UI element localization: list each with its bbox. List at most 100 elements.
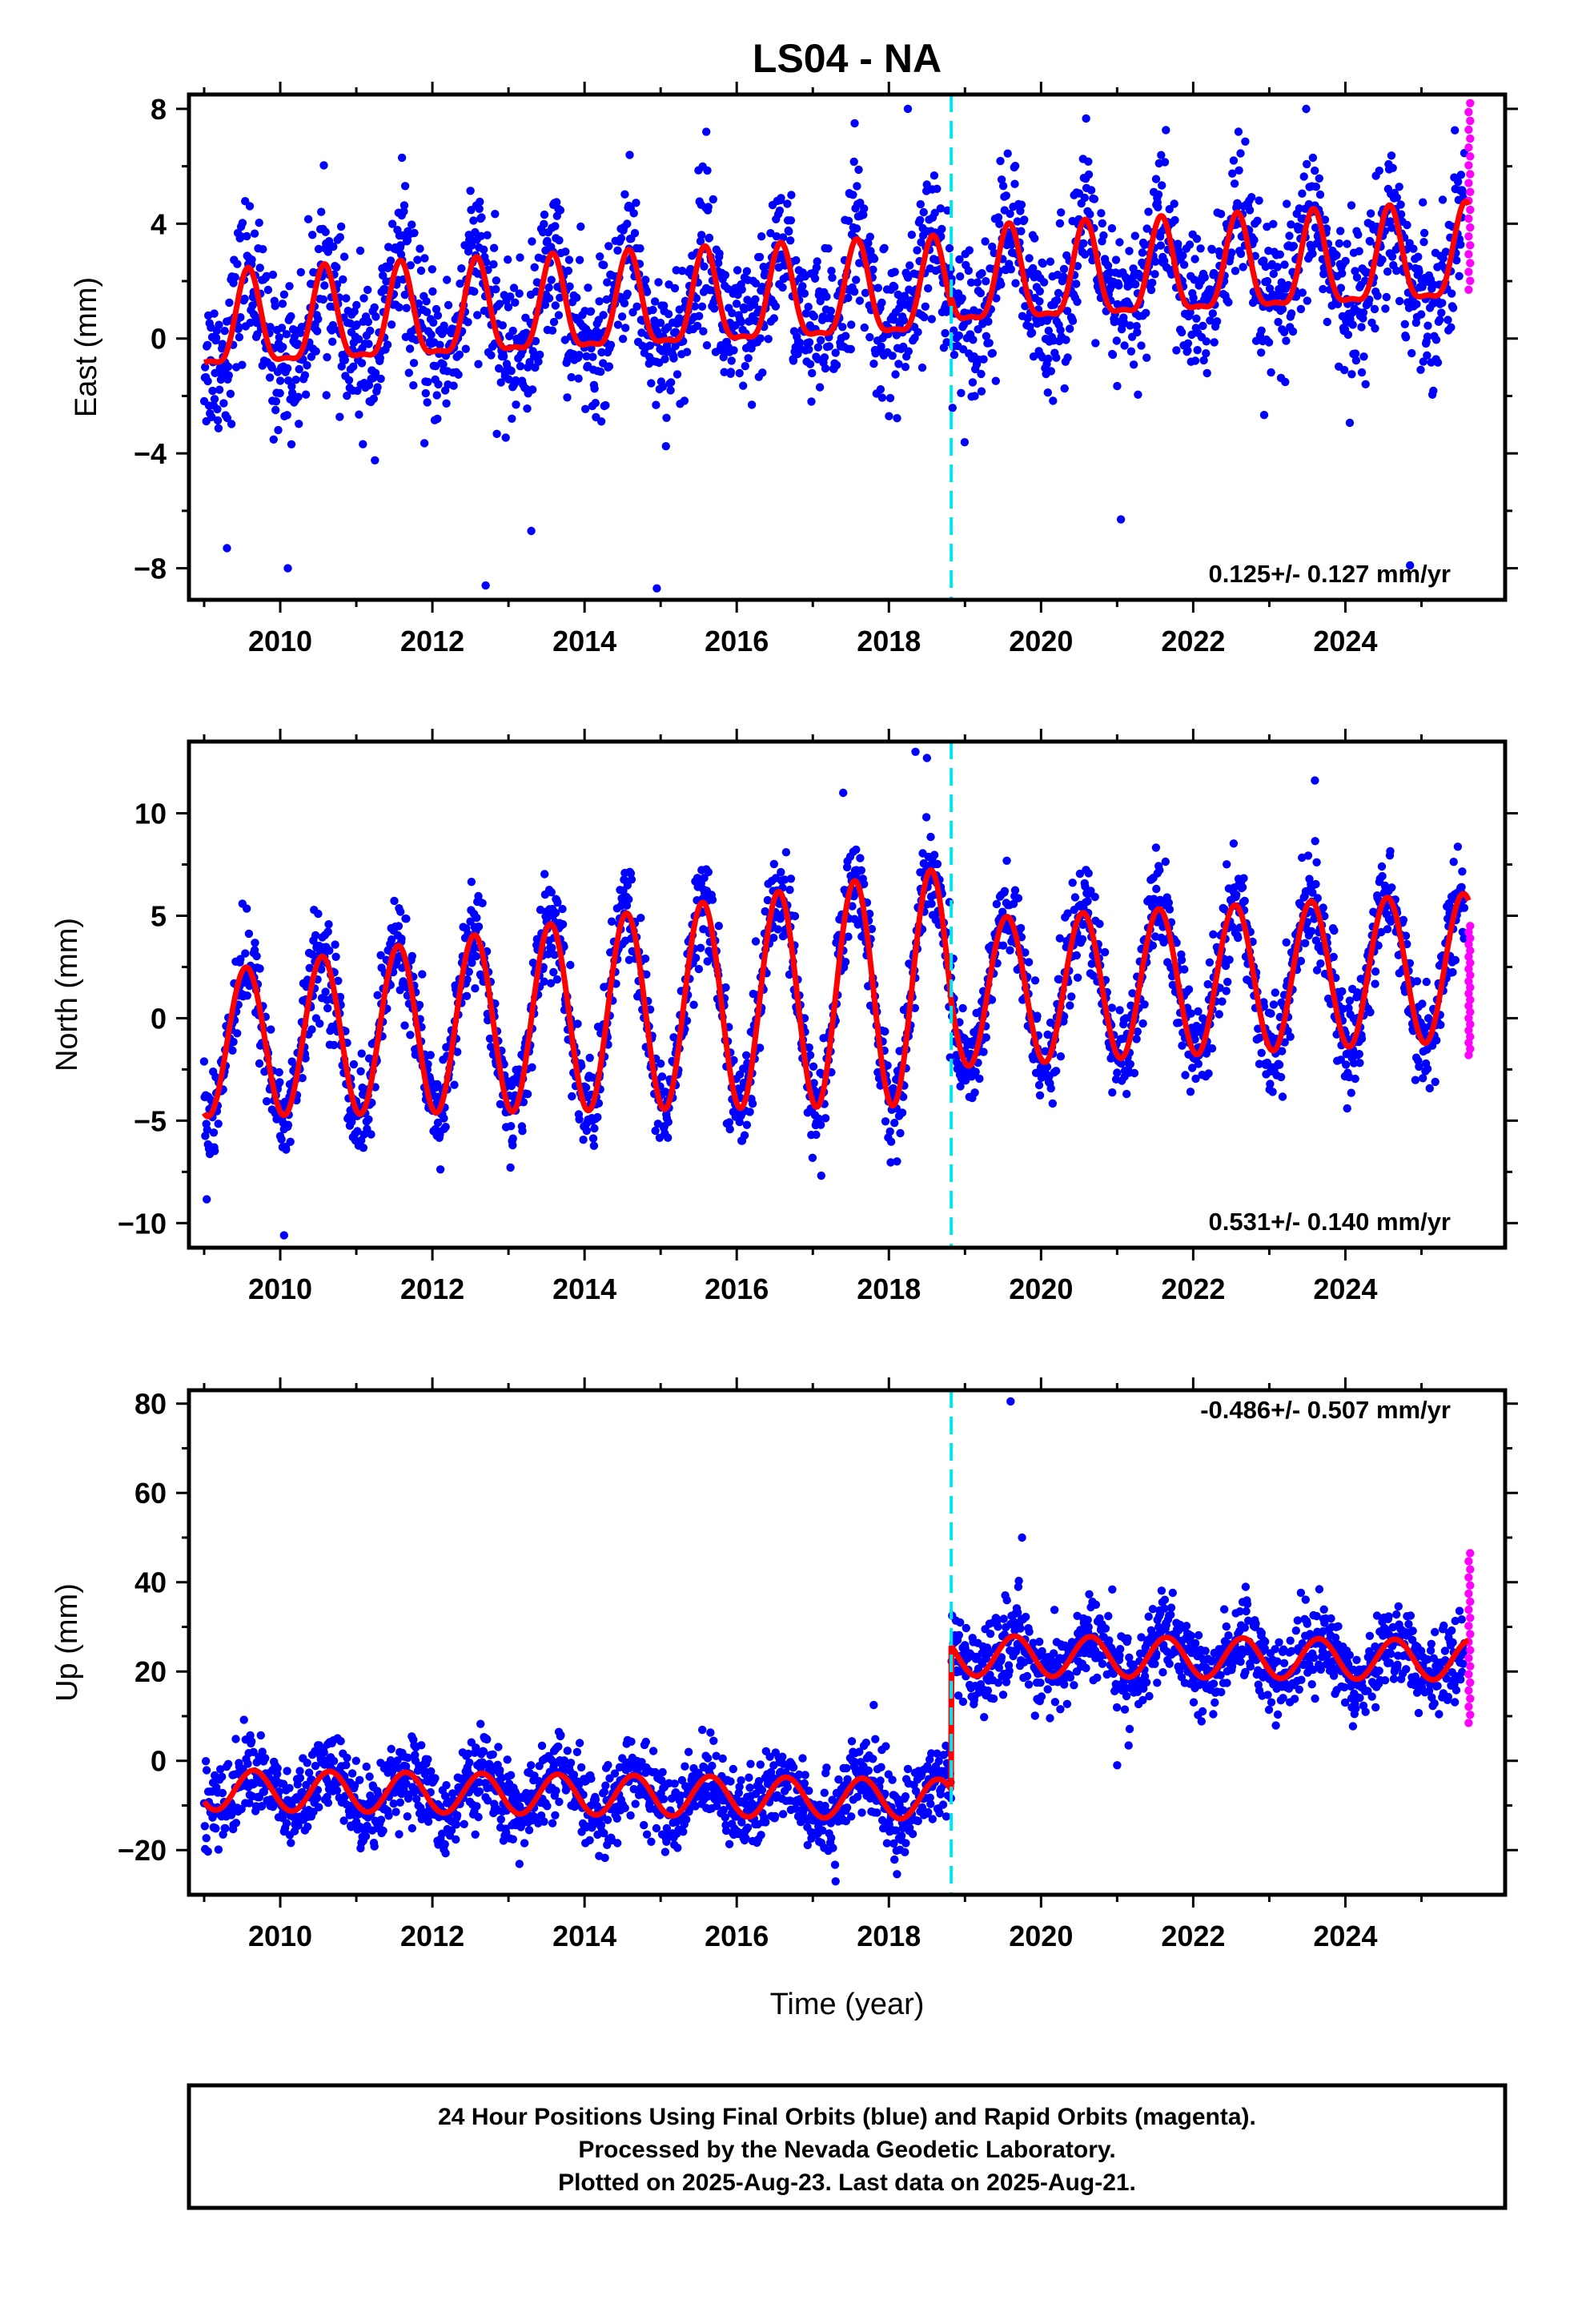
final-orbit-point <box>988 348 998 358</box>
final-orbit-point <box>821 364 830 373</box>
final-orbit-point <box>551 301 560 310</box>
final-orbit-point <box>654 278 663 287</box>
final-orbit-point <box>1142 353 1151 362</box>
final-orbit-point <box>363 317 373 327</box>
outlier-point <box>279 1231 288 1240</box>
final-orbit-point <box>600 260 608 270</box>
final-orbit-point <box>543 236 552 246</box>
final-orbit-point <box>575 351 584 360</box>
final-orbit-point <box>298 1074 307 1083</box>
final-orbit-point <box>1366 1007 1375 1017</box>
final-orbit-point <box>275 1068 283 1077</box>
final-orbit-point <box>618 335 628 344</box>
final-orbit-point <box>1320 215 1330 224</box>
final-orbit-point <box>301 1054 310 1063</box>
final-orbit-point <box>1160 256 1169 266</box>
final-orbit-point <box>881 1117 890 1126</box>
final-orbit-point <box>888 352 897 360</box>
final-orbit-point <box>464 318 472 327</box>
final-orbit-point <box>465 233 475 242</box>
final-orbit-point <box>579 1136 588 1144</box>
final-orbit-point <box>825 342 834 351</box>
final-orbit-point <box>1035 297 1044 306</box>
final-orbit-point <box>704 867 713 877</box>
final-orbit-point <box>930 850 939 859</box>
x-tick-label: 2010 <box>248 1273 312 1305</box>
final-orbit-point <box>697 231 706 239</box>
final-orbit-point <box>665 280 673 289</box>
final-orbit-point <box>449 381 458 390</box>
final-orbit-point <box>664 1133 673 1142</box>
final-orbit-point <box>1035 1091 1045 1100</box>
final-orbit-point <box>751 937 761 946</box>
final-orbit-point <box>1351 356 1361 365</box>
final-orbit-point <box>778 283 787 292</box>
final-orbit-point <box>1152 884 1161 894</box>
final-orbit-point <box>991 376 1001 385</box>
y-tick-label: 4 <box>151 207 167 240</box>
final-orbit-point <box>998 182 1008 191</box>
final-orbit-point <box>869 360 878 368</box>
final-orbit-point <box>575 1115 584 1124</box>
final-orbit-point <box>728 308 737 318</box>
final-orbit-point <box>1024 958 1034 967</box>
final-orbit-point <box>355 410 363 419</box>
final-orbit-point <box>889 316 898 324</box>
final-orbit-point <box>596 368 605 376</box>
final-orbit-point <box>357 1049 366 1058</box>
final-orbit-point <box>1308 249 1317 258</box>
outlier-point <box>903 104 913 114</box>
final-orbit-point <box>584 283 592 292</box>
final-orbit-point <box>317 965 326 974</box>
final-orbit-point <box>582 1126 591 1136</box>
final-orbit-point <box>413 255 422 264</box>
final-orbit-point <box>406 261 415 270</box>
final-orbit-point <box>751 279 761 287</box>
final-orbit-point <box>349 362 358 371</box>
final-orbit-point <box>551 908 560 918</box>
final-orbit-point <box>1412 977 1422 986</box>
final-orbit-point <box>489 259 498 269</box>
final-orbit-point <box>769 933 778 943</box>
final-orbit-point <box>653 1120 663 1128</box>
final-orbit-point <box>992 899 1002 909</box>
final-orbit-point <box>627 875 636 884</box>
final-orbit-point <box>1447 289 1456 298</box>
final-orbit-point <box>1419 238 1428 247</box>
chart-title: LS04 - NA <box>753 36 942 81</box>
final-orbit-point <box>1319 270 1328 279</box>
x-tick-label: 2018 <box>857 1273 921 1305</box>
final-orbit-point <box>847 320 856 329</box>
final-orbit-point <box>247 255 256 264</box>
final-orbit-point <box>277 324 287 332</box>
final-orbit-point <box>1257 326 1266 335</box>
final-orbit-point <box>1234 933 1243 943</box>
final-orbit-point <box>913 328 922 336</box>
final-orbit-point <box>880 243 889 252</box>
final-orbit-point <box>489 243 499 252</box>
final-orbit-point <box>661 442 670 451</box>
final-orbit-point <box>328 320 338 330</box>
final-orbit-point <box>1285 231 1294 240</box>
final-orbit-point <box>715 249 724 258</box>
final-orbit-point <box>1396 210 1406 219</box>
final-orbit-point <box>1230 179 1239 188</box>
final-orbit-point <box>1436 1020 1445 1030</box>
final-orbit-point <box>920 312 929 322</box>
outlier-point <box>702 127 711 136</box>
final-orbit-point <box>740 1131 749 1140</box>
final-orbit-point <box>314 315 323 324</box>
final-orbit-point <box>964 266 974 275</box>
final-orbit-point <box>328 337 337 346</box>
x-tick-label: 2016 <box>705 625 769 657</box>
final-orbit-point <box>277 1135 286 1144</box>
final-orbit-point <box>594 1099 604 1108</box>
final-orbit-point <box>816 336 825 345</box>
final-orbit-point <box>890 283 899 292</box>
final-orbit-point <box>444 300 453 310</box>
final-orbit-point <box>1323 317 1332 327</box>
final-orbit-point <box>921 813 931 822</box>
final-orbit-point <box>293 340 302 348</box>
final-orbit-point <box>604 362 614 371</box>
final-orbit-point <box>1448 304 1458 312</box>
